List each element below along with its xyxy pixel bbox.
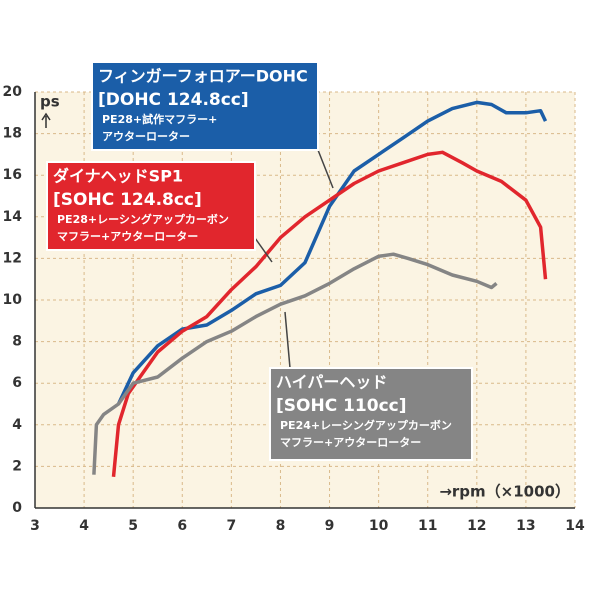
x-tick-label: 14 [565,518,585,534]
legend-spec: [DOHC 124.8cc] [98,90,249,110]
x-tick-label: 7 [226,518,236,534]
y-tick-label: 2 [12,458,22,474]
y-tick-label: 20 [3,84,23,100]
legend-box [269,367,473,461]
x-tick-label: 12 [467,518,486,534]
y-tick-label: 0 [12,500,22,516]
pointer [284,311,291,369]
y-tick-label: 4 [12,417,22,433]
power-curve [111,150,548,477]
x-tick-label: 3 [30,518,40,534]
curves [92,100,548,477]
pointer [254,237,273,263]
pointer [317,149,334,189]
legend-note: PE28+レーシングアップカーボン [57,212,229,226]
x-tick-label: 10 [369,518,389,534]
y-tick-label: 18 [3,126,22,142]
legend-name: ダイナヘッドSP1 [53,167,183,186]
legend-note: アウターローター [102,130,190,143]
legend-note: マフラー+アウターローター [57,230,198,243]
y-tick-label: 10 [3,292,23,308]
x-tick-label: 4 [79,518,89,534]
x-tick-label: 13 [516,518,535,534]
legend-name: ハイパーヘッド [276,373,387,392]
x-axis-label: →rpm（×1000） [439,483,570,501]
x-tick-label: 11 [418,518,437,534]
x-tick-label: 5 [128,518,138,534]
y-arrow [41,112,51,128]
x-tick-label: 6 [177,518,187,534]
legend-note: PE24+レーシングアップカーボン [280,418,452,432]
legend-note: PE28+試作マフラー+ [102,112,217,126]
legend-name: フィンガーフォロアーDOHC [98,67,308,86]
y-tick-label: 16 [3,167,22,183]
legend-box [46,161,256,251]
x-tick-label: 8 [276,518,286,534]
y-tick-label: 8 [12,334,22,350]
power-curve [92,252,498,475]
legend-box [91,61,319,151]
y-axis-label: ps [40,93,60,111]
y-tick-label: 6 [12,375,22,391]
legend-spec: [SOHC 124.8cc] [53,190,202,210]
x-tick-label: 9 [325,518,335,534]
legend-note: マフラー+アウターローター [280,436,421,449]
annotations: フィンガーフォロアーDOHC [DOHC 124.8cc] PE28+試作マフラー+… [46,61,473,461]
y-tick-label: 14 [3,209,23,225]
y-tick-label: 12 [3,250,22,266]
legend-spec: [SOHC 110cc] [276,396,407,416]
